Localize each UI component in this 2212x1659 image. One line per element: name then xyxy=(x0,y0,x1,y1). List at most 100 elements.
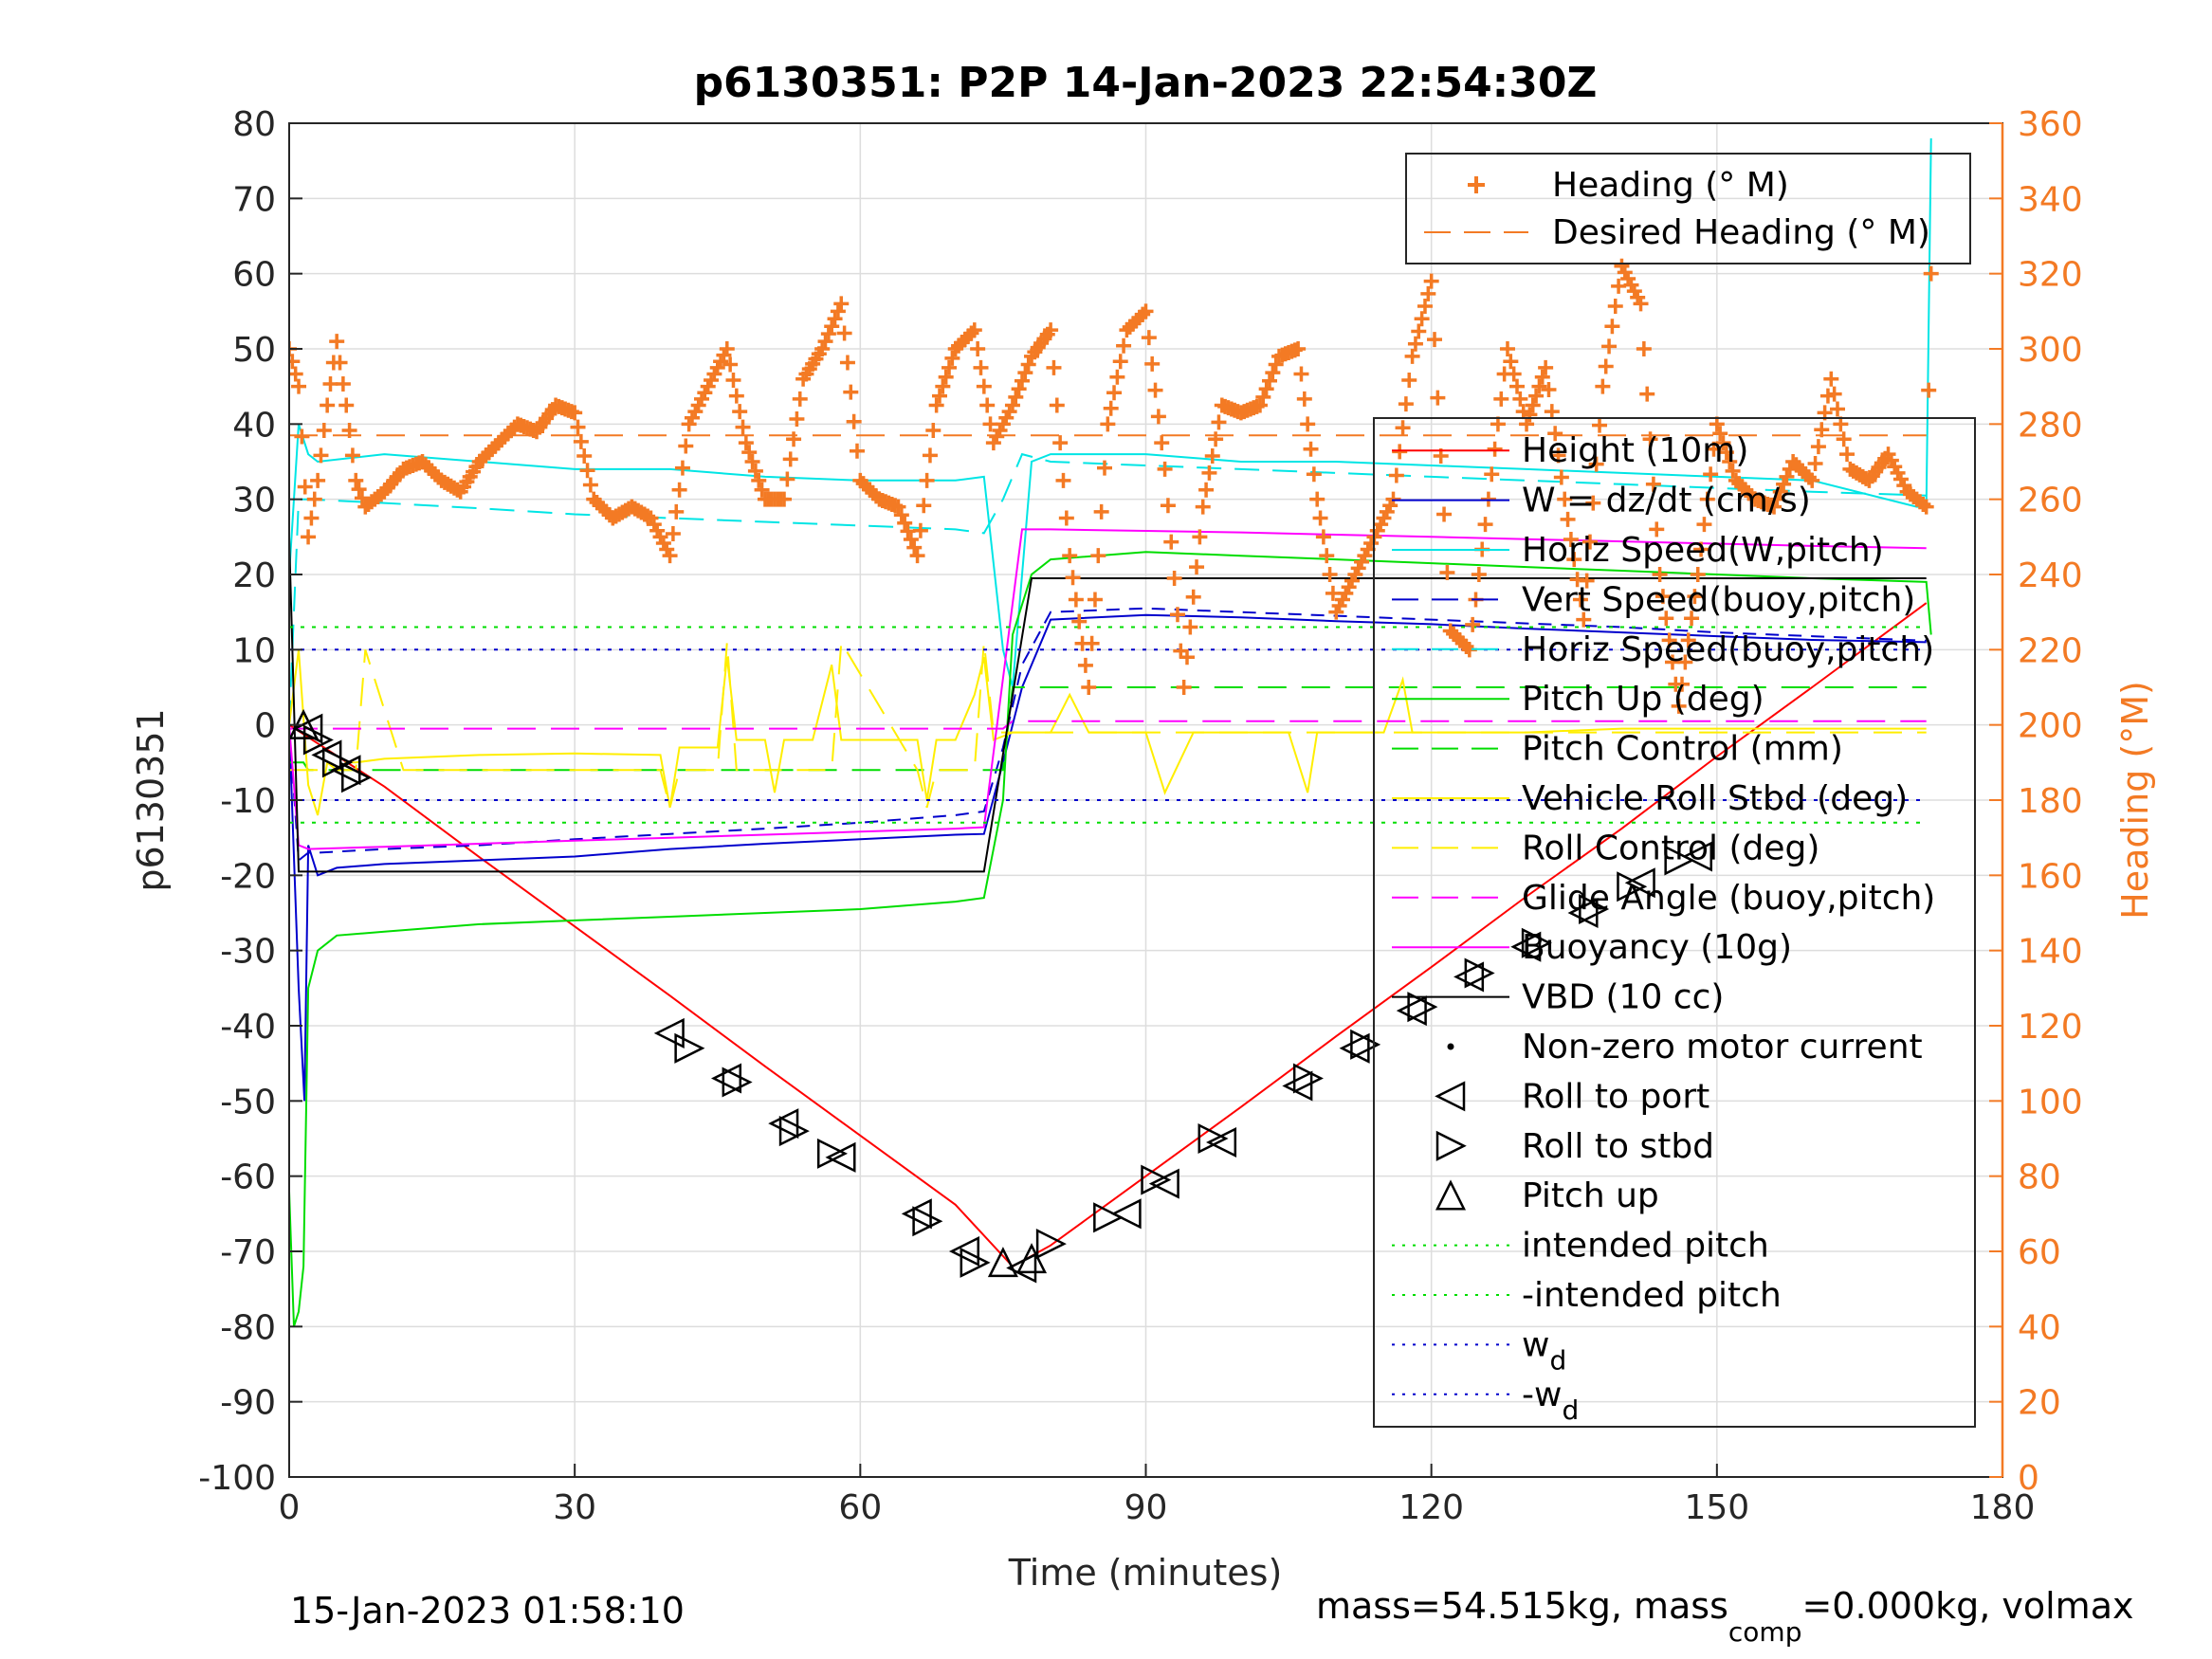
heading-point xyxy=(836,325,852,341)
heading-point xyxy=(1544,404,1560,420)
heading-point xyxy=(1642,431,1658,447)
legend-text: Glide Angle (buoy,pitch) xyxy=(1522,879,1935,918)
legend-main: Height (10m) W = dz/dt (cm/s) Horiz Speed(… xyxy=(1373,417,1976,1428)
heading-point xyxy=(938,369,954,385)
y-tick-label-16: 60 xyxy=(232,256,276,295)
heading-point xyxy=(1671,698,1687,714)
heading-point xyxy=(1395,420,1411,436)
roll-stbd-marker xyxy=(302,724,334,756)
heading-point xyxy=(1255,389,1271,405)
series-heading-m xyxy=(289,258,1939,714)
roll-stbd-marker xyxy=(912,1206,943,1237)
heading-point xyxy=(1918,499,1934,515)
heading-point xyxy=(1300,416,1316,432)
roll-stbd-marker xyxy=(778,1116,810,1147)
heading-point xyxy=(1192,529,1208,545)
heading-point xyxy=(1252,397,1268,413)
heading-point xyxy=(665,526,681,542)
heading-point xyxy=(1090,548,1106,564)
heading-point xyxy=(839,355,855,371)
y-right-tick-label-14: 280 xyxy=(2018,406,2083,445)
heading-point xyxy=(640,508,656,524)
legend-swatch xyxy=(1447,1043,1454,1050)
heading-point xyxy=(1465,616,1481,632)
series-height-10m xyxy=(289,602,1928,1268)
y-right-tick-label-1: 20 xyxy=(2018,1384,2061,1423)
y-right-axis-label: Heading (°M) xyxy=(2114,681,2156,920)
heading-point xyxy=(1268,356,1284,373)
heading-point xyxy=(1157,461,1173,477)
heading-point xyxy=(1052,435,1069,451)
heading-point xyxy=(1718,445,1734,461)
heading-point xyxy=(1538,359,1554,375)
heading-point xyxy=(1499,341,1515,356)
heading-point xyxy=(322,376,338,392)
heading-point xyxy=(1258,381,1274,397)
y-tick-label-12: 20 xyxy=(232,556,276,595)
heading-point xyxy=(979,397,996,413)
legend-text: Desired Heading (° M) xyxy=(1552,213,1930,252)
roll-port-marker xyxy=(1110,1198,1142,1230)
heading-point xyxy=(928,397,944,413)
y-tick-label-2: -80 xyxy=(220,1308,276,1347)
heading-point xyxy=(1071,613,1088,629)
heading-point xyxy=(1677,654,1693,670)
heading-point xyxy=(1068,592,1084,608)
heading-point xyxy=(1645,476,1661,492)
legend-label-1: W = dz/dt (cm/s) xyxy=(1522,482,1811,520)
heading-point xyxy=(1722,454,1738,469)
heading-point xyxy=(1585,495,1601,511)
heading-point xyxy=(1436,506,1453,522)
legend-heading: Heading (° M) Desired Heading (° M) xyxy=(1405,153,1971,264)
heading-point xyxy=(1674,676,1691,692)
heading-point xyxy=(1649,521,1665,538)
heading-point xyxy=(1106,385,1123,401)
heading-point xyxy=(1779,468,1795,484)
y-axis-label: p6130351 xyxy=(130,708,172,891)
y-right-tick-label-11: 220 xyxy=(2018,631,2083,670)
heading-point xyxy=(817,334,833,350)
legend-label-4: Horiz Speed(buoy,pitch) xyxy=(1522,630,1934,669)
heading-point xyxy=(1404,348,1420,364)
heading-point xyxy=(1423,273,1439,289)
heading-point xyxy=(1322,567,1338,582)
chart-title: p6130351: P2P 14-Jan-2023 22:54:30Z xyxy=(694,59,1598,107)
heading-point xyxy=(1077,657,1093,673)
heading-point xyxy=(1706,441,1722,457)
heading-point xyxy=(1588,456,1604,472)
legend-label-7: Vehicle Roll Stbd (deg) xyxy=(1522,779,1908,818)
roll-port-marker xyxy=(653,1017,685,1048)
heading-point xyxy=(1315,529,1331,545)
roll-stbd-marker xyxy=(1292,1063,1324,1094)
legend-label-19: -wd xyxy=(1522,1376,1579,1426)
heading-point xyxy=(341,422,357,438)
heading-point xyxy=(1493,391,1509,407)
heading-point xyxy=(1112,354,1128,370)
heading-point xyxy=(890,499,906,515)
roll-port-marker xyxy=(1006,1252,1037,1284)
heading-point xyxy=(1557,491,1573,507)
roll-port-marker xyxy=(768,1108,799,1139)
heading-point xyxy=(843,384,859,400)
heading-point xyxy=(329,334,345,350)
heading-point xyxy=(1654,589,1671,605)
heading-point xyxy=(1525,397,1541,413)
legend-label-10: Buoyancy (10g) xyxy=(1522,928,1792,967)
heading-point xyxy=(570,419,586,435)
y-right-tick-label-6: 120 xyxy=(2018,1008,2083,1047)
heading-point xyxy=(976,378,992,394)
heading-point xyxy=(732,404,748,420)
heading-point xyxy=(963,325,979,341)
heading-point xyxy=(1563,531,1579,547)
legend-label-12: Non-zero motor current xyxy=(1522,1028,1923,1066)
heading-point xyxy=(1836,431,1852,447)
y-right-tick-label-18: 360 xyxy=(2018,105,2083,144)
heading-point xyxy=(1566,552,1582,568)
heading-point xyxy=(1471,567,1487,582)
heading-point xyxy=(1725,463,1741,479)
heading-point xyxy=(1430,390,1446,406)
heading-point xyxy=(1923,265,1939,282)
series-vert-speed-buoy-pitch xyxy=(289,607,1927,863)
heading-point xyxy=(1823,371,1839,387)
heading-point xyxy=(1055,472,1071,488)
